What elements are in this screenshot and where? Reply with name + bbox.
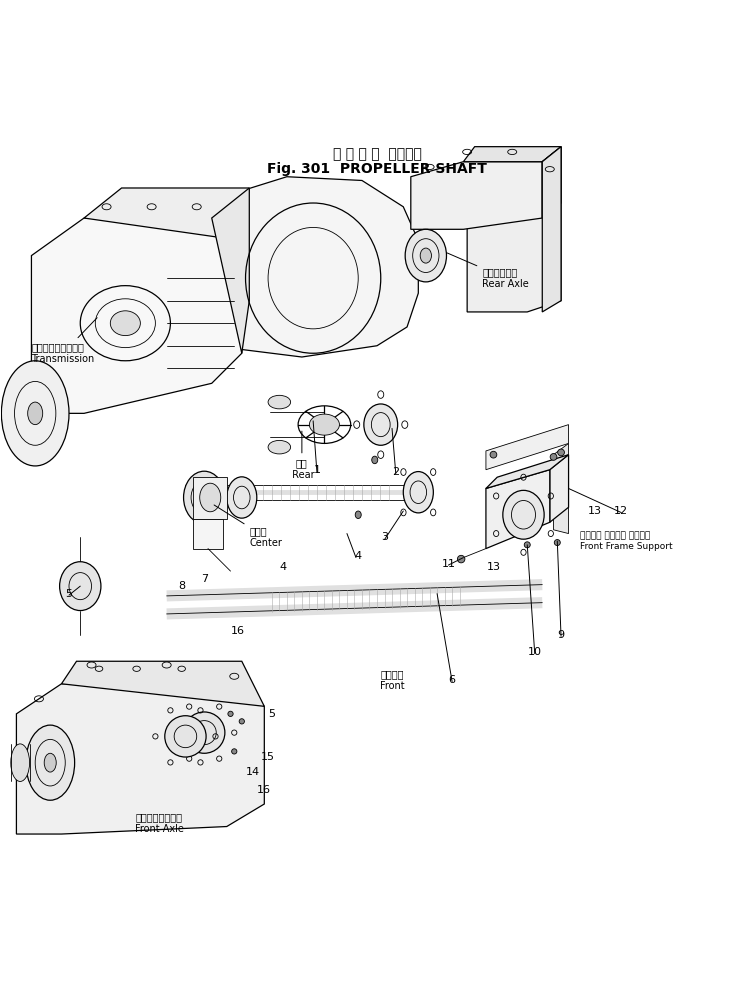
Text: トランスミッション
Transmission: トランスミッション Transmission [32,317,97,365]
Ellipse shape [405,230,446,282]
Text: フロントアクスル
Front Axle: フロントアクスル Front Axle [135,812,183,834]
Ellipse shape [2,361,69,466]
Ellipse shape [420,248,431,263]
Ellipse shape [198,490,210,505]
Polygon shape [411,162,542,230]
Text: 3: 3 [381,533,388,543]
Polygon shape [84,188,250,241]
Polygon shape [486,425,569,469]
Ellipse shape [364,404,397,445]
Ellipse shape [268,440,290,454]
Polygon shape [467,147,561,312]
Polygon shape [486,455,569,488]
Text: 10: 10 [528,648,542,658]
Text: フロント
Front: フロント Front [380,670,404,691]
Text: 9: 9 [557,630,565,640]
Text: 13: 13 [486,562,501,572]
Text: 1: 1 [314,464,320,474]
Ellipse shape [355,511,361,519]
Ellipse shape [554,540,560,546]
Ellipse shape [227,477,257,519]
Ellipse shape [558,449,565,456]
Text: 2: 2 [392,467,400,477]
Polygon shape [550,455,569,523]
Text: 6: 6 [449,675,455,685]
Polygon shape [32,219,242,413]
Ellipse shape [231,749,237,754]
Text: リヤ
 Rear: リヤ Rear [289,431,314,480]
Ellipse shape [458,555,465,563]
Ellipse shape [239,719,244,724]
Ellipse shape [110,311,140,335]
Bar [193,477,227,519]
Ellipse shape [228,711,233,716]
Polygon shape [193,519,223,549]
Ellipse shape [165,716,206,757]
Text: 5: 5 [268,709,275,719]
Text: センタ
Center: センタ Center [214,505,282,548]
Ellipse shape [11,744,29,781]
Polygon shape [553,443,569,534]
Ellipse shape [268,396,290,409]
Polygon shape [201,176,418,357]
Text: 5: 5 [66,589,72,598]
Text: プ ロ ペ ラ  シャフト: プ ロ ペ ラ シャフト [333,147,421,161]
Ellipse shape [490,451,497,458]
Ellipse shape [60,562,101,610]
Ellipse shape [200,483,221,512]
Polygon shape [464,147,561,162]
Polygon shape [542,147,561,219]
Ellipse shape [309,414,339,435]
Ellipse shape [26,725,75,801]
Text: 15: 15 [261,752,275,762]
Text: 14: 14 [246,767,260,777]
Ellipse shape [403,471,434,513]
Ellipse shape [550,453,557,460]
Ellipse shape [372,456,378,463]
Polygon shape [212,188,250,353]
Ellipse shape [183,471,225,524]
Ellipse shape [28,402,43,425]
Text: 16: 16 [257,785,271,796]
Text: 16: 16 [231,626,245,636]
Text: 12: 12 [614,506,628,516]
Polygon shape [486,469,550,549]
Text: 13: 13 [588,506,602,516]
Text: 11: 11 [441,559,455,569]
Ellipse shape [183,712,225,753]
Text: 8: 8 [178,581,185,591]
Polygon shape [17,684,265,834]
Ellipse shape [524,542,530,548]
Polygon shape [62,662,265,706]
Ellipse shape [44,753,57,772]
Text: Fig. 301  PROPELLER SHAFT: Fig. 301 PROPELLER SHAFT [267,162,487,176]
Text: フロント フレーム サポート
Front Frame Support: フロント フレーム サポート Front Frame Support [580,532,673,551]
Polygon shape [542,147,561,312]
Text: 4: 4 [354,551,362,561]
Text: 7: 7 [201,574,208,584]
Text: リヤアクスル
Rear Axle: リヤアクスル Rear Axle [447,253,529,289]
Text: 4: 4 [280,562,287,572]
Ellipse shape [503,490,544,539]
